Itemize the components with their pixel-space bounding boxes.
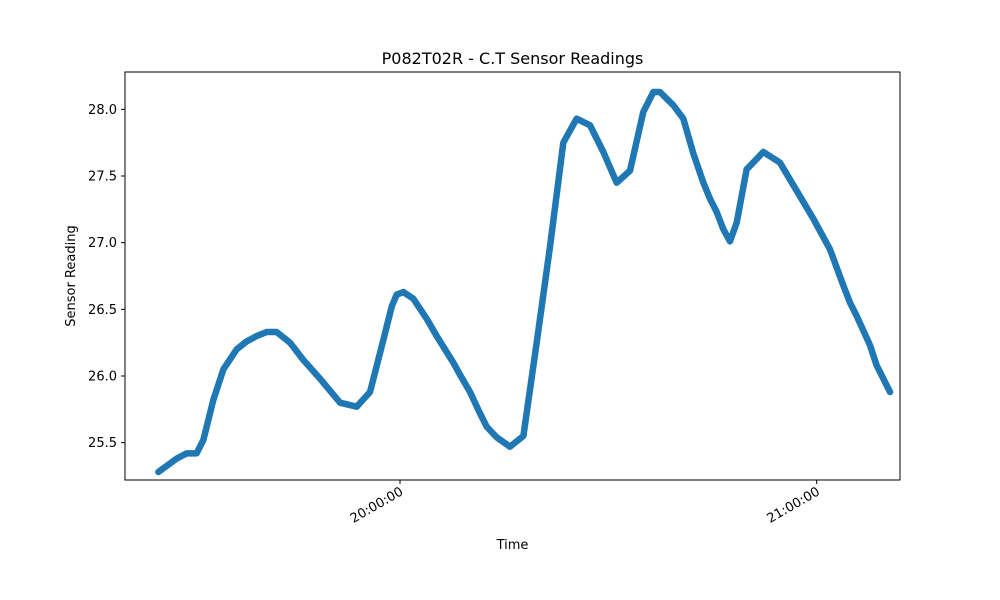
x-axis-label: Time — [496, 538, 529, 553]
y-tick-label: 27.0 — [88, 236, 117, 251]
data-series — [155, 88, 894, 476]
series-line-0 — [155, 88, 894, 476]
y-tick-label: 26.0 — [88, 370, 117, 385]
y-tick-label: 25.5 — [88, 436, 117, 451]
y-tick-label: 27.5 — [88, 170, 117, 185]
y-tick-label: 26.5 — [88, 303, 117, 318]
plot-area-frame — [124, 71, 901, 481]
y-axis: 25.5 26.0 26.5 27.0 27.5 28.0 — [88, 103, 125, 451]
y-tick-label: 28.0 — [88, 103, 117, 118]
y-axis-label: Sensor Reading — [64, 225, 79, 326]
chart-title: P082T02R - C.T Sensor Readings — [382, 49, 644, 68]
